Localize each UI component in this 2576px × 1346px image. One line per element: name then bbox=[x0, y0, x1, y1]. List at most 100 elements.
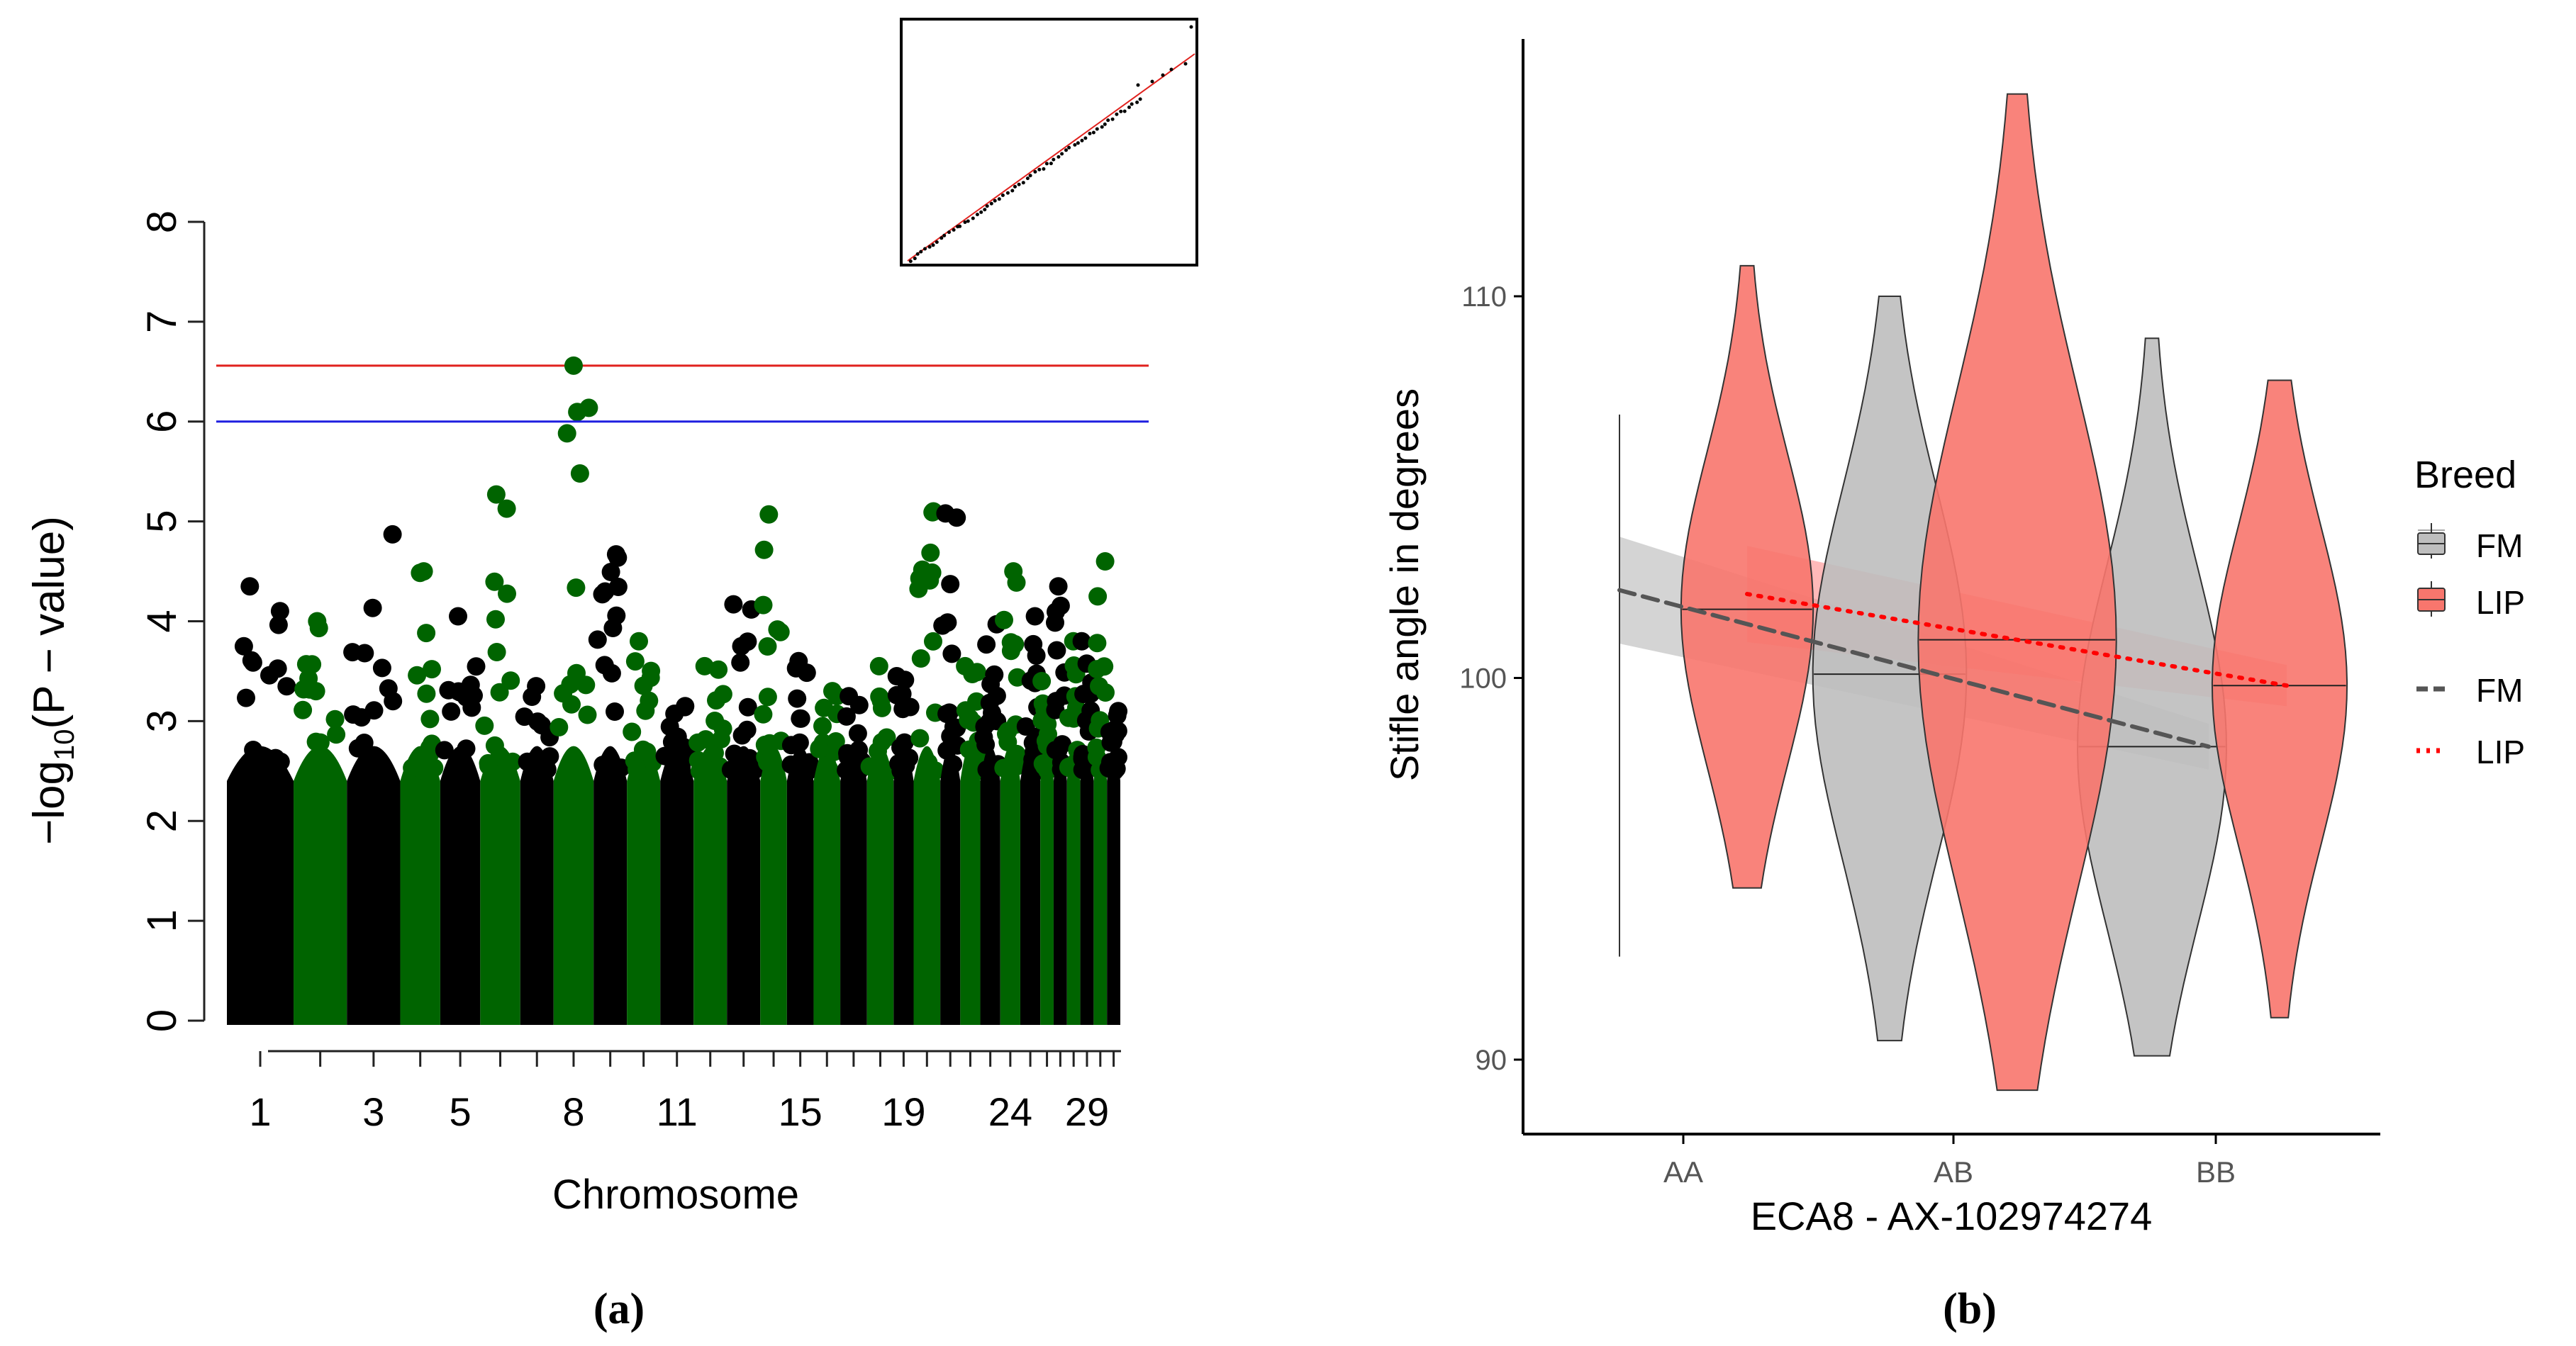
snp-point bbox=[872, 733, 891, 751]
snp-point bbox=[788, 689, 807, 708]
snp-point bbox=[486, 610, 505, 629]
snp-point bbox=[1025, 607, 1044, 626]
snp-point bbox=[909, 579, 928, 598]
qq-point bbox=[997, 197, 1001, 201]
qq-point bbox=[908, 259, 913, 264]
snp-point bbox=[1001, 633, 1020, 652]
chromosome-points bbox=[660, 746, 694, 1025]
snp-point bbox=[303, 655, 322, 674]
snp-point bbox=[576, 675, 596, 695]
y-axis-label: −log10(P − value) bbox=[25, 516, 80, 845]
qq-point bbox=[1067, 145, 1071, 150]
snp-point bbox=[813, 717, 832, 736]
x-tick-label: 8 bbox=[562, 1089, 584, 1134]
snp-point bbox=[1046, 613, 1064, 632]
snp-point bbox=[712, 729, 730, 748]
qq-point bbox=[1130, 102, 1134, 106]
snp-point bbox=[457, 739, 476, 758]
snp-point bbox=[759, 505, 779, 524]
snp-point bbox=[791, 709, 810, 728]
qq-point bbox=[1110, 117, 1115, 121]
legend: Breed FM LIP FM LIP bbox=[2414, 454, 2525, 770]
snp-point bbox=[826, 732, 845, 751]
snp-point bbox=[944, 755, 963, 774]
y-tick-label: 2 bbox=[139, 809, 185, 832]
chromosome-points bbox=[760, 746, 787, 1025]
snp-point bbox=[417, 624, 436, 643]
snp-point bbox=[937, 705, 957, 724]
snp-point bbox=[515, 707, 534, 727]
qq-point bbox=[1106, 118, 1110, 123]
snp-point bbox=[601, 563, 620, 581]
snp-point bbox=[300, 680, 319, 699]
legend-label: FM bbox=[2476, 672, 2523, 709]
snp-point bbox=[911, 649, 930, 668]
snp-point bbox=[959, 740, 978, 759]
chromosome-points bbox=[480, 746, 520, 1025]
x-axis-label: Chromosome bbox=[552, 1172, 799, 1218]
snp-point bbox=[411, 563, 430, 583]
chromosome-points bbox=[1080, 746, 1094, 1025]
qq-point bbox=[1005, 191, 1010, 195]
qq-point bbox=[1021, 181, 1025, 185]
y-tick-label: 110 bbox=[1461, 281, 1507, 313]
snp-point bbox=[578, 705, 597, 724]
snp-point bbox=[754, 705, 773, 724]
qq-point bbox=[935, 240, 939, 245]
snp-point bbox=[924, 632, 942, 651]
chromosome-points bbox=[520, 746, 554, 1025]
legend-key-fm-box bbox=[2417, 523, 2446, 559]
chromosome-points bbox=[1053, 746, 1067, 1025]
chromosome-points bbox=[693, 746, 727, 1025]
qq-point bbox=[1100, 125, 1104, 129]
legend-label: LIP bbox=[2476, 734, 2525, 770]
qq-point bbox=[952, 228, 956, 232]
snp-point bbox=[790, 733, 809, 752]
snp-point bbox=[1100, 722, 1119, 741]
snp-point bbox=[486, 485, 506, 504]
qq-point bbox=[1103, 122, 1107, 126]
qq-point bbox=[1135, 100, 1139, 104]
snp-point bbox=[449, 607, 467, 626]
snp-point bbox=[758, 688, 777, 707]
violin bbox=[1917, 93, 2117, 1092]
chromosome-points bbox=[913, 746, 941, 1025]
snp-point bbox=[848, 724, 867, 743]
qq-point bbox=[931, 243, 935, 247]
snp-point bbox=[724, 595, 743, 614]
snp-point bbox=[579, 398, 598, 417]
snp-point bbox=[445, 761, 464, 780]
y-tick-label: 7 bbox=[139, 310, 185, 333]
snp-point bbox=[423, 660, 441, 679]
snp-point bbox=[327, 725, 346, 744]
qq-point bbox=[1127, 105, 1131, 109]
qq-point bbox=[971, 216, 975, 220]
snp-point bbox=[738, 632, 757, 651]
chromosome-points bbox=[440, 746, 481, 1025]
y-tick-label: 3 bbox=[139, 710, 185, 732]
snp-point bbox=[464, 686, 483, 705]
snp-point bbox=[1088, 587, 1108, 606]
x-tick-label: BB bbox=[2196, 1155, 2236, 1189]
snp-point bbox=[403, 758, 422, 778]
snp-point bbox=[607, 606, 626, 625]
snp-point bbox=[926, 761, 945, 780]
legend-label: FM bbox=[2476, 527, 2523, 564]
snp-point bbox=[249, 757, 268, 776]
snp-point bbox=[868, 761, 887, 780]
chromosome-points bbox=[980, 746, 1000, 1025]
qq-point bbox=[1010, 189, 1015, 193]
chromosome-points bbox=[1000, 746, 1020, 1025]
snp-point bbox=[244, 741, 263, 759]
snp-point bbox=[608, 578, 628, 596]
qq-point bbox=[1095, 127, 1099, 131]
snp-point bbox=[485, 572, 504, 591]
qq-point bbox=[947, 230, 951, 235]
violin bbox=[2211, 379, 2348, 1019]
snp-point bbox=[721, 761, 740, 779]
snp-point bbox=[941, 575, 960, 594]
snp-point bbox=[976, 735, 996, 754]
y-tick-label: 8 bbox=[139, 211, 185, 233]
chromosome-points bbox=[960, 746, 981, 1025]
legend-key-lip-box bbox=[2417, 581, 2446, 617]
